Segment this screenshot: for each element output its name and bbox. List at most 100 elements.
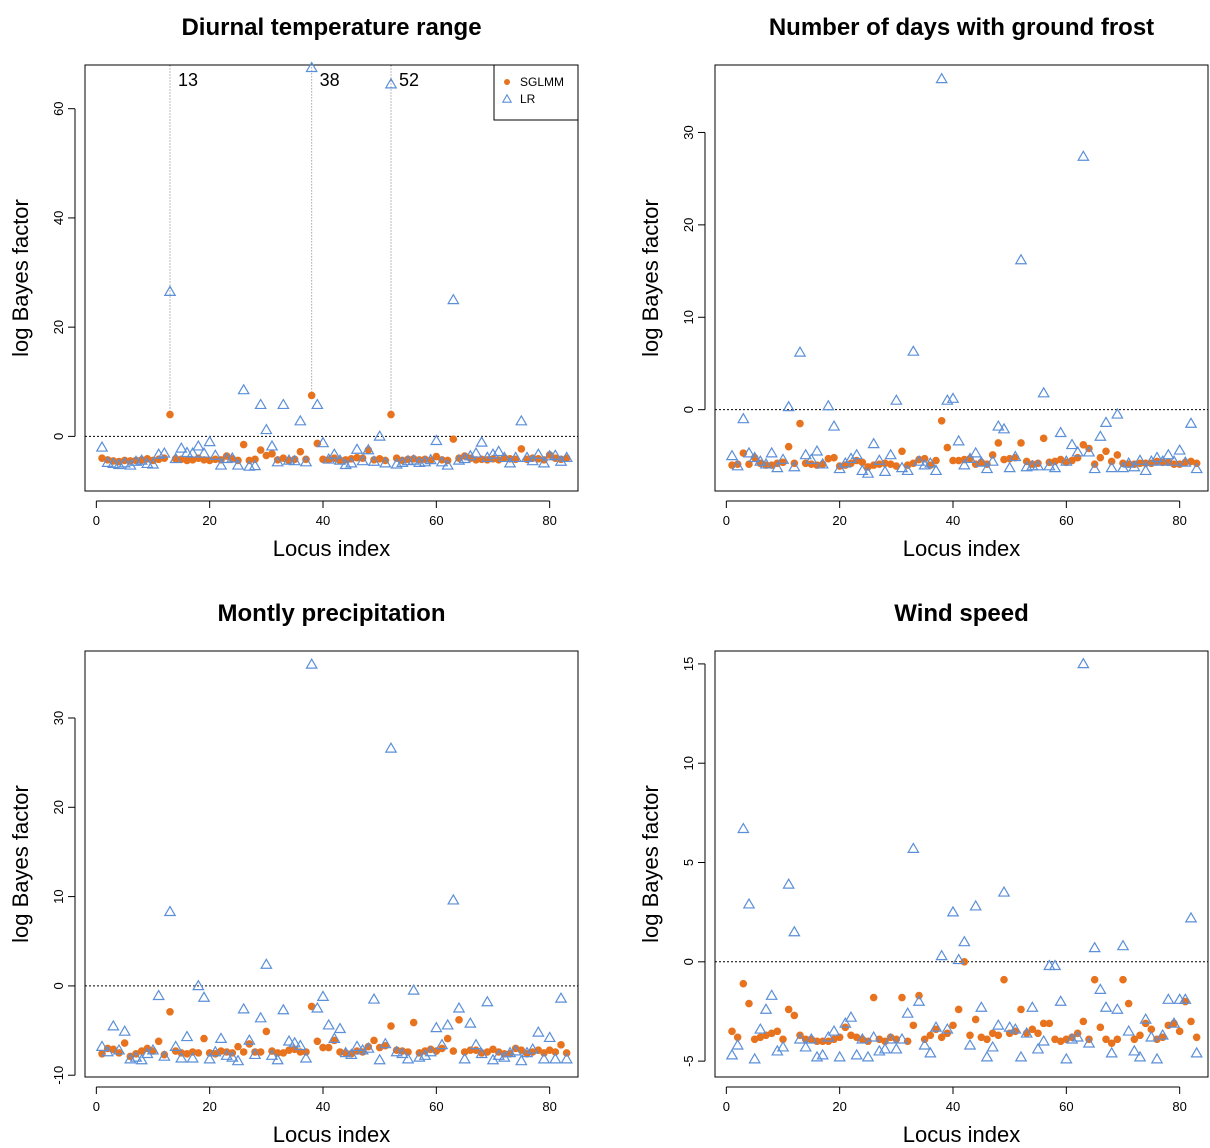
data-point-lr [1054,995,1067,1006]
data-point-lr [1156,455,1169,466]
data-point-lr [992,419,1005,431]
data-point-lr [1145,455,1158,466]
data-point-sglmm [1192,1033,1201,1042]
data-point-sglmm [1028,460,1037,469]
data-point-sglmm [994,1031,1003,1040]
data-point-lr [822,399,835,411]
y-tick-label: 20 [681,218,696,232]
data-point-lr [765,446,778,458]
data-point-sglmm [432,452,441,461]
data-point-sglmm [937,416,946,425]
data-point-sglmm [949,456,957,465]
legend-lr-label: LR [520,92,536,106]
data-point-lr [1003,461,1016,473]
data-point-lr [237,383,250,395]
data-point-lr [469,446,483,458]
data-point-sglmm [166,1008,174,1016]
data-point-lr [1048,461,1062,473]
annotation-label: 38 [320,70,340,90]
data-point-lr [418,455,432,467]
data-point-lr [339,1046,352,1058]
legend-box [493,64,579,121]
data-point-sglmm [489,454,497,463]
data-point-lr [754,1022,767,1034]
data-point-sglmm [1017,439,1025,447]
data-point-lr [112,1043,126,1055]
data-point-lr [345,456,358,468]
data-point-lr [776,1040,790,1052]
data-point-lr [1071,1030,1084,1042]
data-point-lr [1105,461,1118,473]
data-point-lr [129,1050,143,1062]
data-point-lr [379,456,392,468]
data-point-sglmm [262,1027,271,1036]
data-point-lr [861,467,875,478]
data-point-lr [1167,455,1181,466]
data-point-sglmm [364,1042,373,1051]
data-point-lr [356,454,369,466]
data-point-lr [833,1050,846,1062]
data-point-lr [350,443,364,454]
data-point-sglmm [909,1021,918,1030]
data-point-sglmm [438,456,446,464]
data-point-lr [163,285,177,296]
data-point-lr [946,392,960,403]
data-point-sglmm [807,460,816,469]
data-point-sglmm [858,458,867,467]
data-point-lr [878,1042,892,1054]
data-point-sglmm [784,442,793,451]
data-point-lr [1162,448,1175,460]
data-point-lr [1128,1044,1141,1056]
data-point-lr [856,1032,869,1044]
data-point-sglmm [455,1016,463,1024]
data-point-sglmm [971,1015,980,1024]
data-point-sglmm [1039,1019,1048,1028]
chart-title: Diurnal temperature range [181,14,481,41]
chart-title: Montly precipitation [218,600,446,627]
y-tick-label: 30 [51,711,66,725]
data-point-sglmm [387,410,395,419]
data-point-sglmm [251,455,259,464]
legend: SGLMM LR [493,64,579,121]
data-point-lr [316,990,330,1001]
data-point-sglmm [1096,453,1105,462]
data-point-lr [890,394,903,405]
data-point-lr [265,1049,279,1060]
data-point-lr [464,1017,477,1028]
data-point-sglmm [392,1046,401,1055]
data-point-lr [543,1031,556,1043]
data-point-lr [203,1052,216,1064]
data-point-lr [782,400,795,412]
data-point-lr [839,1016,852,1028]
data-point-lr [901,1007,914,1018]
data-point-sglmm [205,456,214,465]
data-point-lr [1099,416,1113,427]
data-point-lr [549,449,562,460]
data-point-sglmm [154,1037,163,1046]
data-point-lr [731,1038,744,1050]
data-point-sglmm [773,1027,782,1036]
data-point-lr [1099,1001,1113,1012]
data-point-sglmm [1056,455,1065,464]
data-point-sglmm [1090,975,1099,984]
data-point-lr [464,449,477,461]
data-point-lr [1009,450,1022,462]
data-point-sglmm [234,1042,242,1051]
data-point-lr [844,1011,858,1022]
data-point-lr [243,1033,256,1045]
data-point-sglmm [517,445,526,453]
data-point-lr [901,464,914,476]
data-point-lr [805,453,818,464]
data-point-lr [169,1040,182,1051]
data-point-sglmm [1130,1035,1139,1044]
y-tick-label: 0 [51,982,66,989]
data-point-sglmm [200,456,208,464]
data-point-lr [929,464,943,476]
data-point-lr [1014,253,1028,265]
data-point-lr [867,1030,880,1042]
x-tick-label: 20 [832,513,846,528]
data-point-lr [175,442,188,453]
data-point-sglmm [915,455,923,464]
data-point-sglmm [443,1034,452,1043]
data-point-lr [271,1053,284,1065]
